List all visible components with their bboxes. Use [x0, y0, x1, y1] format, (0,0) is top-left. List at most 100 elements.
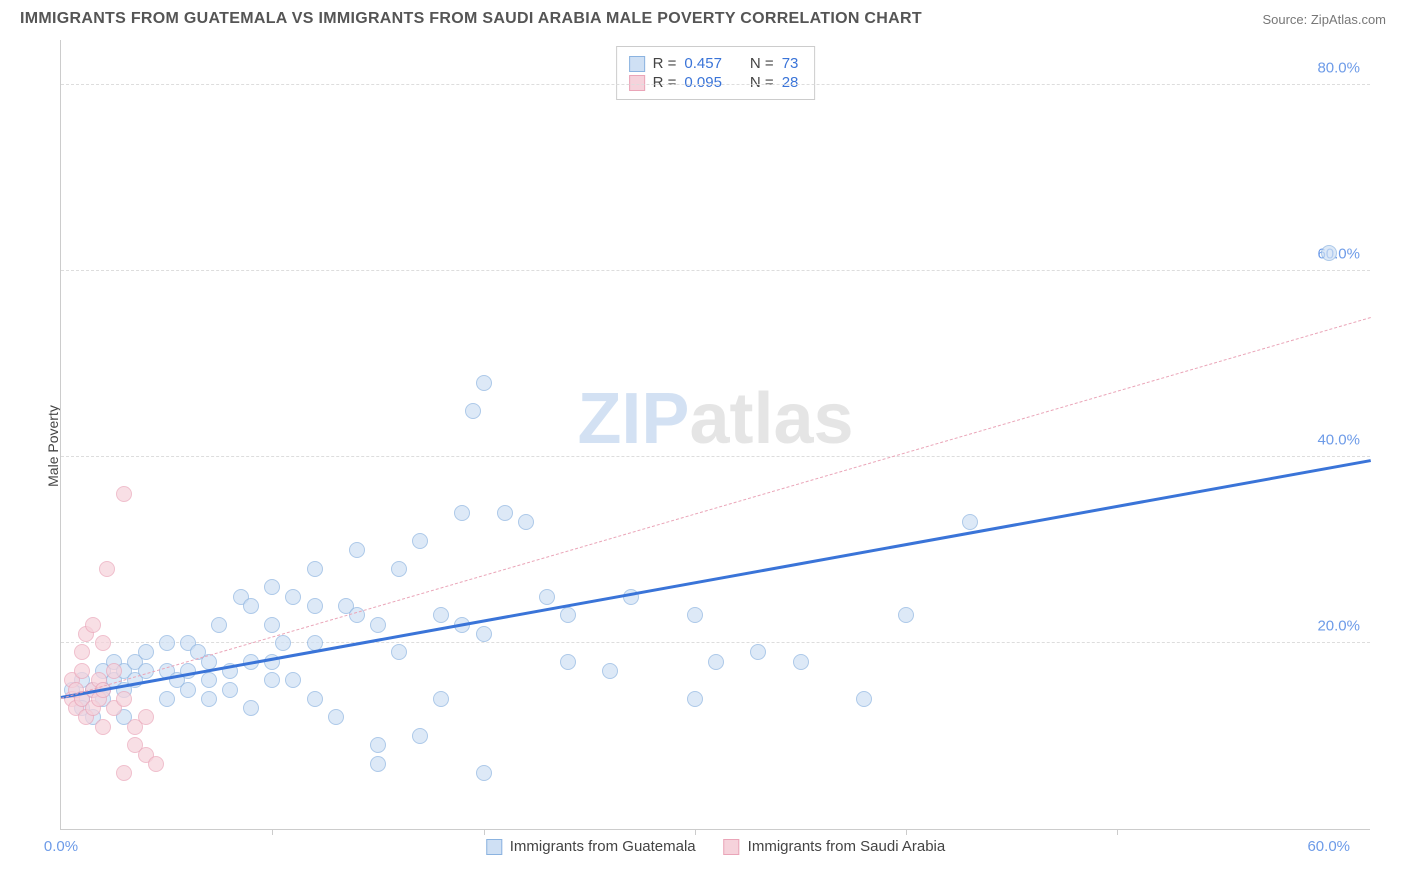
data-point	[116, 765, 132, 781]
n-value: 73	[782, 55, 799, 72]
data-point	[159, 691, 175, 707]
data-point	[476, 765, 492, 781]
data-point	[687, 691, 703, 707]
n-value: 28	[782, 74, 799, 91]
series-legend: Immigrants from Guatemala Immigrants from…	[486, 838, 945, 855]
data-point	[95, 719, 111, 735]
scatter-chart: ZIPatlas R =0.457N =73R =0.095N =28 Immi…	[60, 40, 1370, 830]
data-point	[285, 589, 301, 605]
data-point	[180, 682, 196, 698]
x-tick-label: 0.0%	[44, 838, 78, 855]
x-tick-mark	[906, 829, 907, 835]
x-tick-label: 60.0%	[1307, 838, 1350, 855]
data-point	[138, 709, 154, 725]
data-point	[518, 514, 534, 530]
data-point	[201, 691, 217, 707]
data-point	[433, 607, 449, 623]
data-point	[708, 654, 724, 670]
data-point	[85, 617, 101, 633]
data-point	[264, 579, 280, 595]
data-point	[74, 644, 90, 660]
data-point	[539, 589, 555, 605]
data-point	[476, 375, 492, 391]
data-point	[349, 542, 365, 558]
data-point	[148, 756, 164, 772]
data-point	[307, 561, 323, 577]
legend-swatch-icon	[724, 839, 740, 855]
data-point	[793, 654, 809, 670]
y-axis-label: Male Poverty	[45, 405, 61, 487]
r-value: 0.457	[684, 55, 722, 72]
legend-swatch-icon	[629, 56, 645, 72]
stats-legend: R = 0.457 N = 73 R = 0.095 N = 28	[616, 46, 816, 100]
data-point	[602, 663, 618, 679]
data-point	[750, 644, 766, 660]
x-tick-mark	[695, 829, 696, 835]
legend-item: Immigrants from Guatemala	[486, 838, 696, 855]
data-point	[454, 505, 470, 521]
data-point	[201, 672, 217, 688]
legend-swatch-icon	[629, 75, 645, 91]
data-point	[962, 514, 978, 530]
legend-label: Immigrants from Guatemala	[510, 838, 696, 855]
data-point	[856, 691, 872, 707]
legend-item: Immigrants from Saudi Arabia	[724, 838, 946, 855]
data-point	[285, 672, 301, 688]
data-point	[307, 691, 323, 707]
data-point	[159, 635, 175, 651]
y-tick-label: 80.0%	[1317, 60, 1360, 77]
data-point	[560, 607, 576, 623]
data-point	[211, 617, 227, 633]
gridline	[61, 642, 1370, 643]
data-point	[116, 691, 132, 707]
data-point	[370, 756, 386, 772]
gridline	[61, 456, 1370, 457]
data-point	[687, 607, 703, 623]
data-point	[116, 486, 132, 502]
data-point	[560, 654, 576, 670]
data-point	[307, 598, 323, 614]
r-value: 0.095	[684, 74, 722, 91]
gridline	[61, 84, 1370, 85]
n-label: N =	[750, 55, 774, 72]
source-label: Source: ZipAtlas.com	[1262, 12, 1386, 27]
data-point	[1321, 245, 1337, 261]
data-point	[138, 644, 154, 660]
data-point	[99, 561, 115, 577]
data-point	[275, 635, 291, 651]
data-point	[476, 626, 492, 642]
y-tick-label: 20.0%	[1317, 618, 1360, 635]
data-point	[370, 617, 386, 633]
data-point	[95, 635, 111, 651]
legend-swatch-icon	[486, 839, 502, 855]
x-tick-mark	[272, 829, 273, 835]
n-label: N =	[750, 74, 774, 91]
data-point	[243, 700, 259, 716]
data-point	[391, 644, 407, 660]
x-tick-mark	[484, 829, 485, 835]
data-point	[412, 728, 428, 744]
stats-legend-row: R = 0.095 N = 28	[629, 74, 799, 91]
data-point	[412, 533, 428, 549]
data-point	[222, 682, 238, 698]
data-point	[497, 505, 513, 521]
data-point	[898, 607, 914, 623]
r-label: R =	[653, 74, 677, 91]
data-point	[465, 403, 481, 419]
data-point	[433, 691, 449, 707]
data-point	[264, 672, 280, 688]
watermark: ZIPatlas	[577, 378, 853, 460]
page-title: IMMIGRANTS FROM GUATEMALA VS IMMIGRANTS …	[20, 10, 922, 28]
x-tick-mark	[1117, 829, 1118, 835]
data-point	[391, 561, 407, 577]
legend-label: Immigrants from Saudi Arabia	[748, 838, 946, 855]
data-point	[328, 709, 344, 725]
data-point	[74, 663, 90, 679]
data-point	[243, 598, 259, 614]
stats-legend-row: R = 0.457 N = 73	[629, 55, 799, 72]
data-point	[264, 617, 280, 633]
y-tick-label: 40.0%	[1317, 432, 1360, 449]
gridline	[61, 270, 1370, 271]
r-label: R =	[653, 55, 677, 72]
data-point	[370, 737, 386, 753]
